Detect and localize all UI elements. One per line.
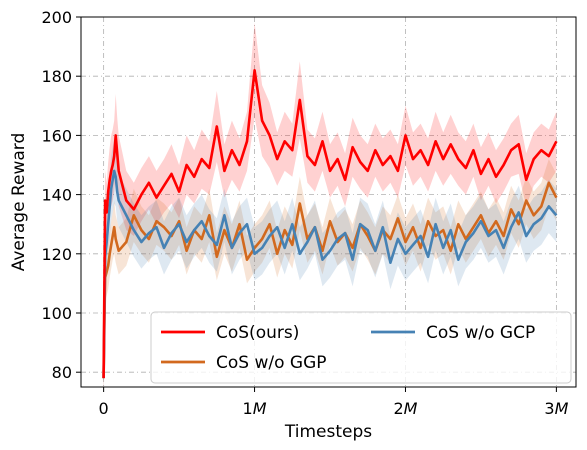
legend-label-series-3: CoS w/o GCP: [426, 323, 535, 343]
x-axis-label: Timesteps: [284, 422, 372, 442]
line-series-1: [102, 69, 558, 379]
y-tick-label: 200: [41, 8, 72, 27]
band-series-3: [103, 138, 557, 387]
x-tick-label-unit: M: [555, 399, 569, 418]
y-tick-label: 160: [41, 126, 72, 145]
band-series-2: [103, 159, 557, 387]
series-lines: [102, 69, 558, 379]
std-bands: [103, 22, 557, 387]
x-tick-label-unit: M: [404, 399, 418, 418]
x-tick-label-unit: M: [253, 399, 267, 418]
y-tick-label: 120: [41, 245, 72, 264]
y-tick-label: 140: [41, 186, 72, 205]
y-tick-label: 180: [41, 67, 72, 86]
axis-ticks: 80 100 120 140 160 180 200 0 1M 2M 3M: [41, 8, 568, 418]
line-series-2: [102, 181, 558, 379]
legend-box: [150, 311, 572, 384]
legend-label-series-1: CoS(ours): [216, 323, 299, 343]
legend: CoS(ours) CoS w/o GGP CoS w/o GCP: [150, 311, 572, 384]
y-axis-label: Average Reward: [9, 133, 29, 272]
band-series-1: [103, 22, 557, 387]
plot-frame: [80, 16, 577, 388]
y-tick-label: 100: [41, 304, 72, 323]
legend-label-series-2: CoS w/o GGP: [216, 353, 327, 373]
x-tick-label: 1M: [243, 399, 267, 418]
y-tick-label: 80: [52, 363, 72, 382]
line-series-3: [102, 169, 558, 379]
x-tick-label: 2M: [393, 399, 417, 418]
x-tick-label: 3M: [544, 399, 568, 418]
x-tick-label: 0: [99, 399, 109, 418]
